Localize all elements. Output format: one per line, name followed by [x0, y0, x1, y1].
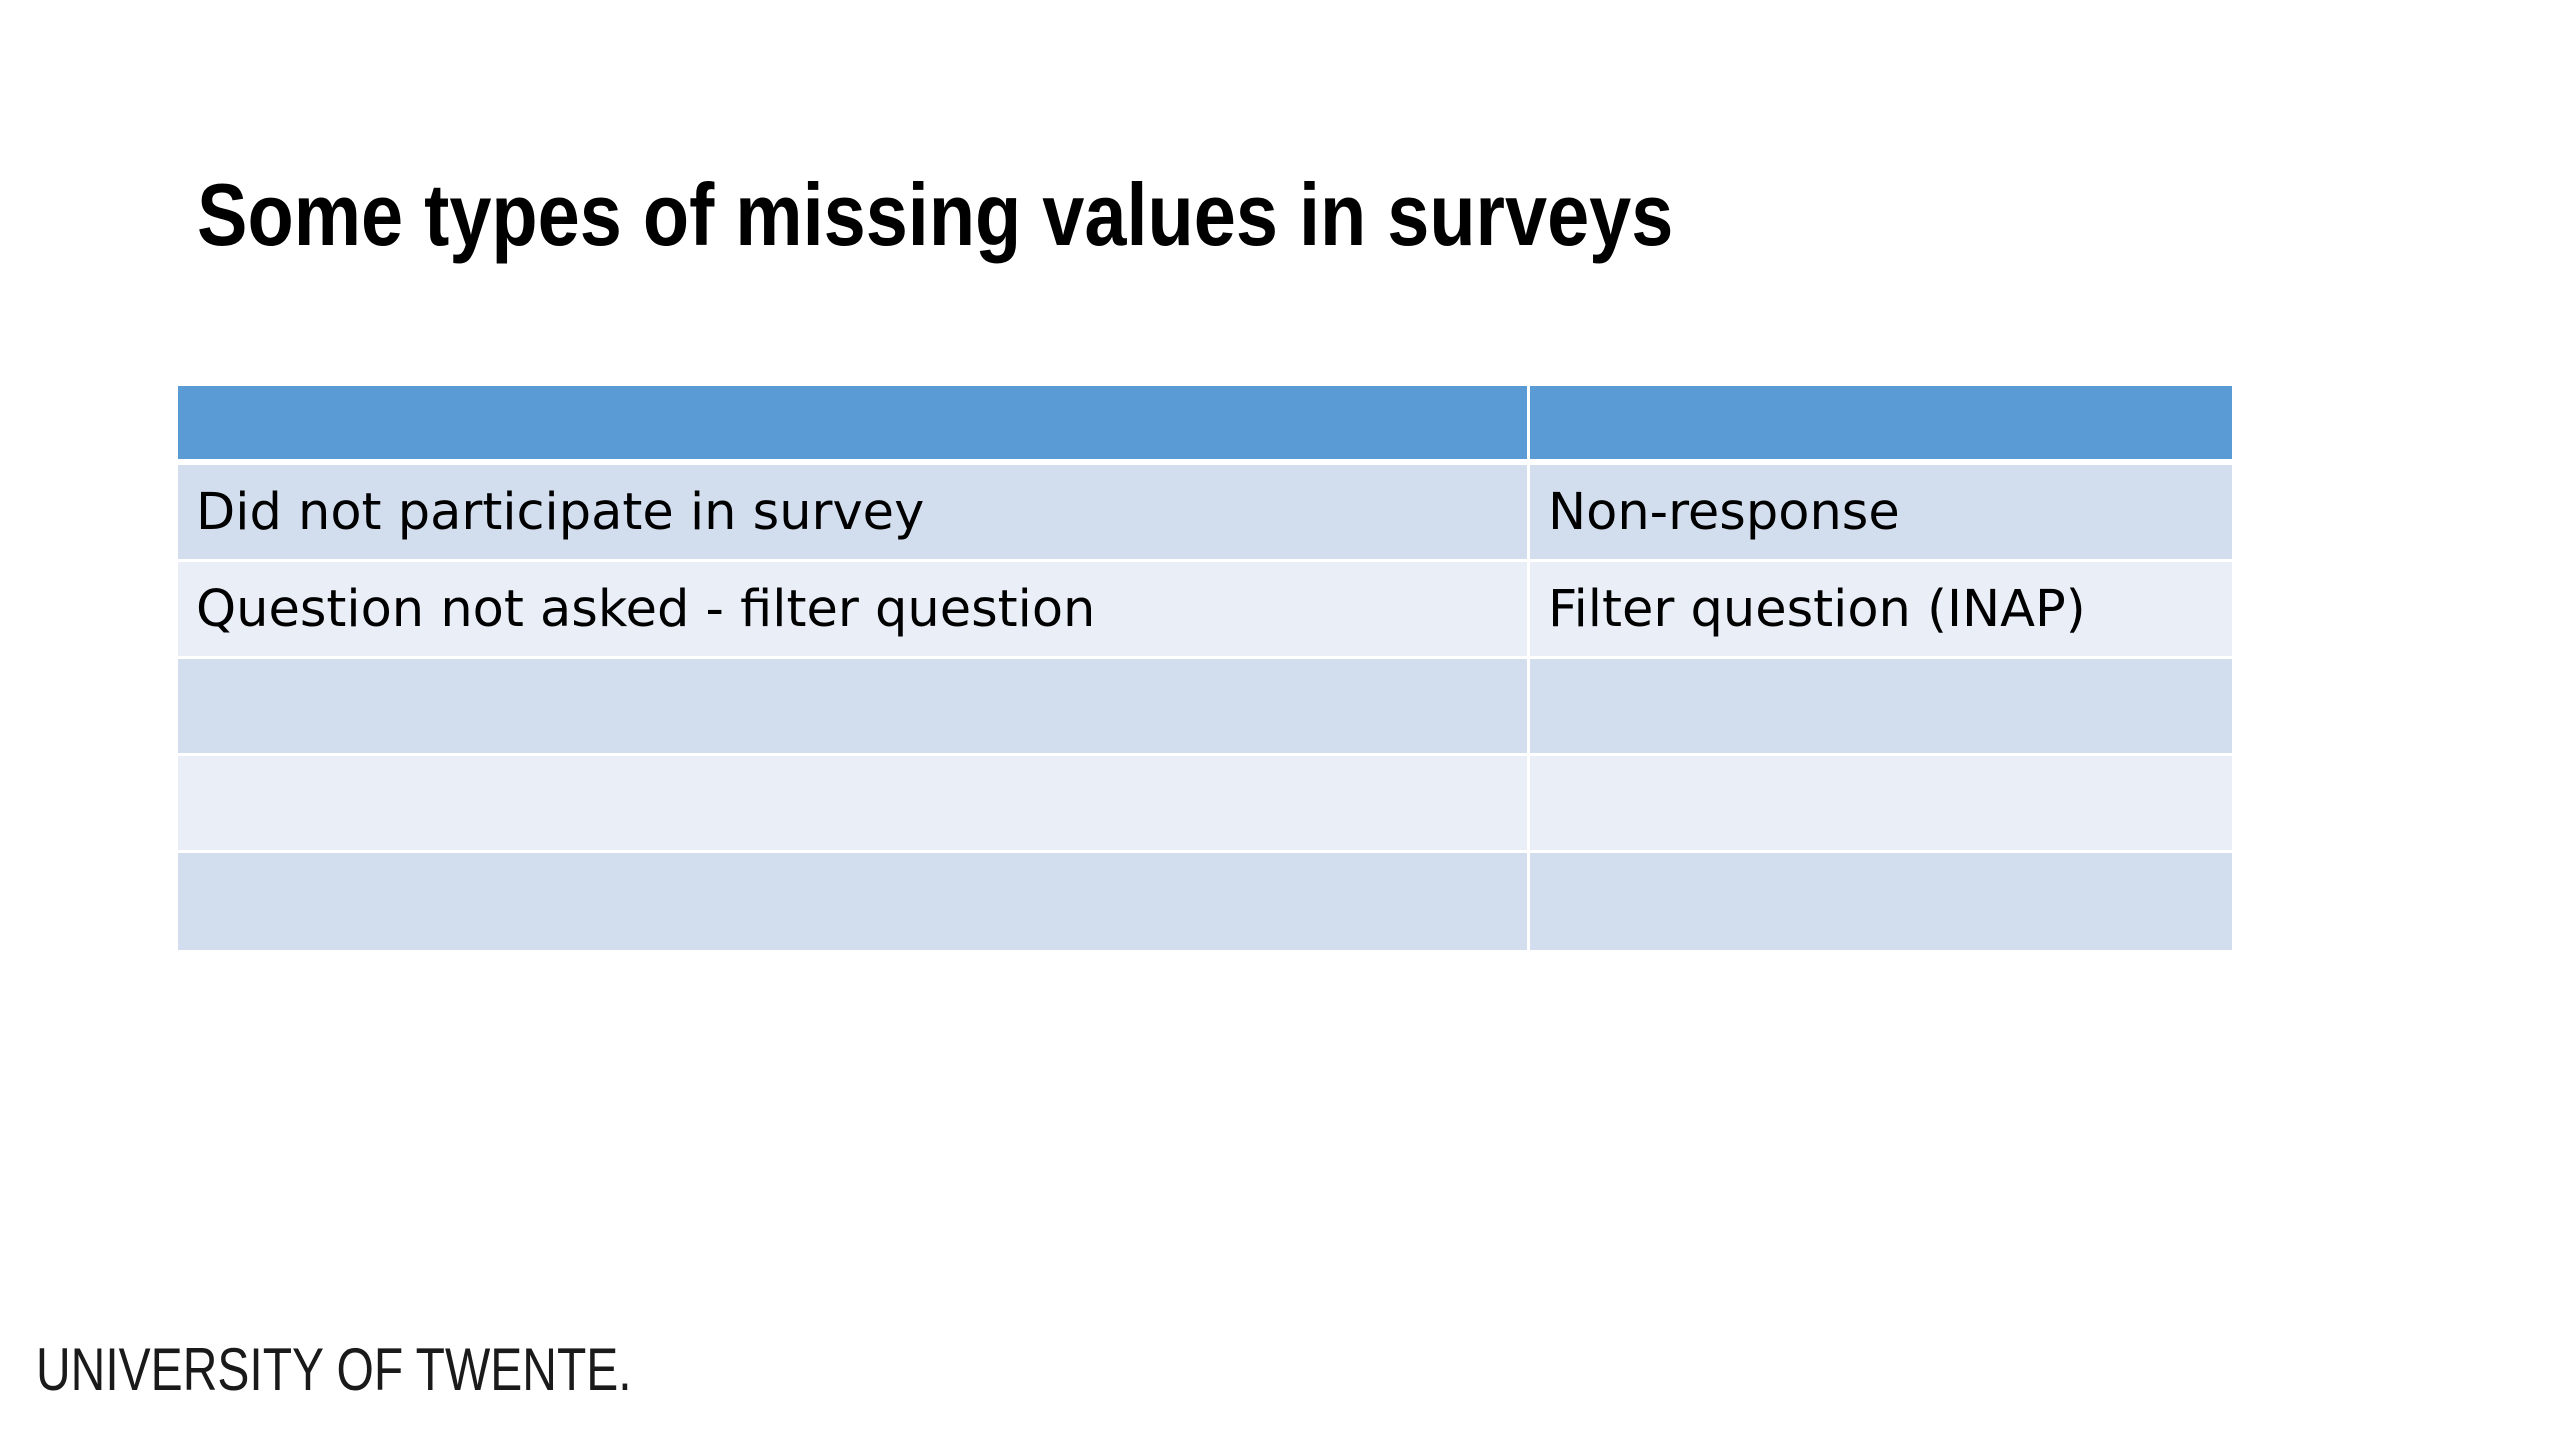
table-cell-type: Filter question (INAP)	[1530, 562, 2232, 659]
university-logo: UNIVERSITY OF TWENTE.	[36, 1336, 632, 1403]
table-header-cell	[178, 386, 1530, 465]
table-cell-description	[178, 853, 1530, 950]
table-cell-type: Non-response	[1530, 465, 2232, 562]
table-cell-description	[178, 756, 1530, 853]
table-row: Question not asked - filter question Fil…	[178, 562, 2232, 659]
table-cell-description: Did not participate in survey	[178, 465, 1530, 562]
table-cell-description	[178, 659, 1530, 756]
table-header-cell	[1530, 386, 2232, 465]
missing-values-table: Did not participate in survey Non-respon…	[178, 386, 2232, 950]
table-row: Did not participate in survey Non-respon…	[178, 465, 2232, 562]
table-cell-type	[1530, 853, 2232, 950]
table-cell-type	[1530, 756, 2232, 853]
slide-title: Some types of missing values in surveys	[197, 165, 1674, 264]
table-row	[178, 756, 2232, 853]
table-header-row	[178, 386, 2232, 465]
table-cell-type	[1530, 659, 2232, 756]
table-row	[178, 659, 2232, 756]
table-row	[178, 853, 2232, 950]
table-cell-description: Question not asked - filter question	[178, 562, 1530, 659]
